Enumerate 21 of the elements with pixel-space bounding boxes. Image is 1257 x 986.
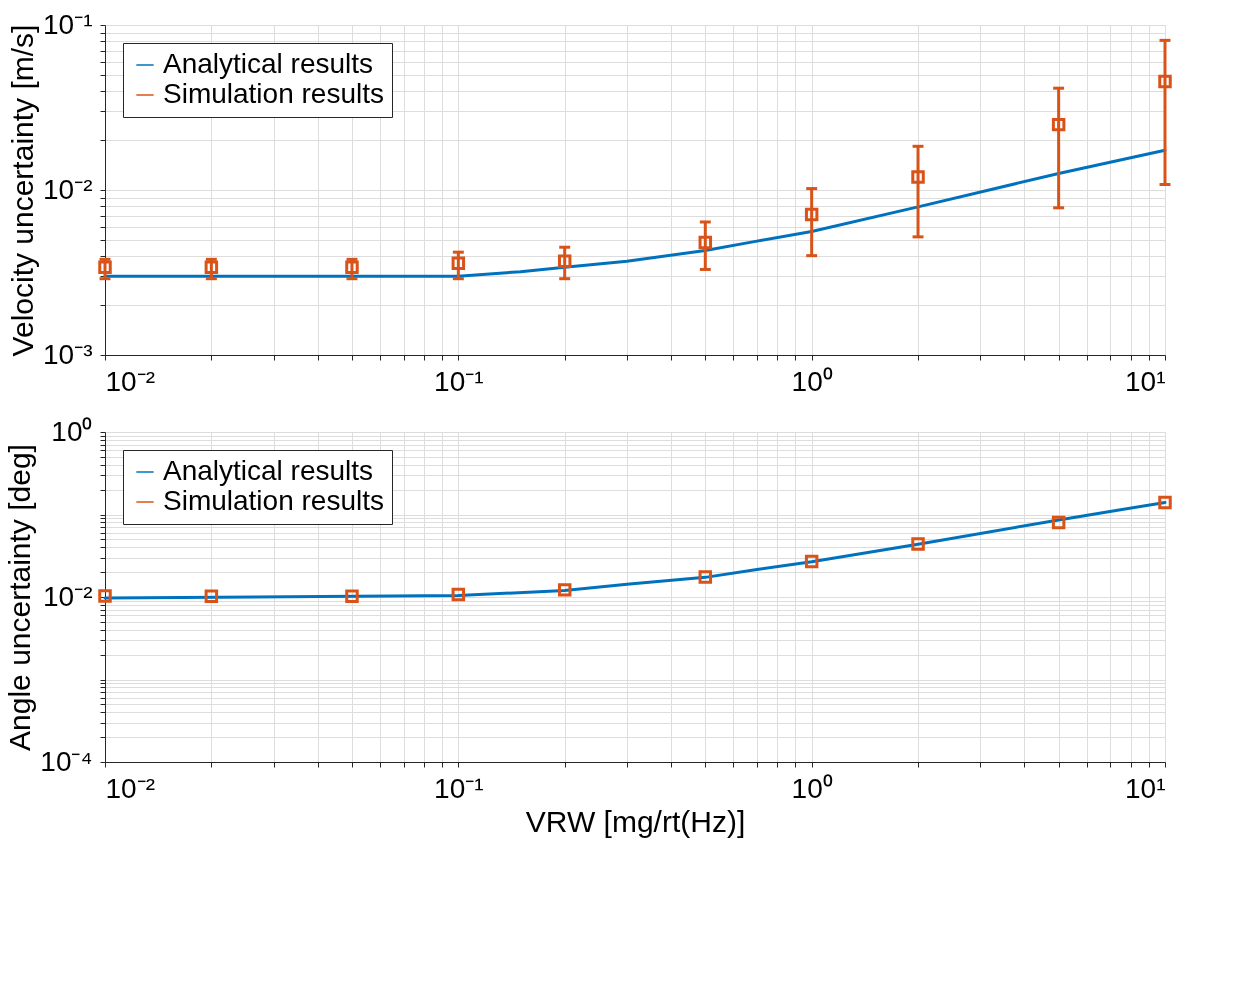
legend-label: Simulation results: [163, 485, 384, 516]
y-tick-label: 10⁻²: [43, 580, 93, 612]
x-tick-label: 10⁻¹: [434, 772, 484, 804]
x-tick-label: 10⁻¹: [434, 365, 484, 397]
x-tick-label: 10⁻²: [105, 365, 155, 397]
y-tick-label: 10⁻³: [43, 338, 93, 370]
y-tick-label: 10⁻²: [43, 173, 93, 205]
x-axis-title: VRW [mg/rt(Hz)]: [525, 804, 746, 838]
y-tick-label: 10⁻⁴: [40, 745, 93, 777]
y-tick-label: 10⁰: [51, 415, 93, 447]
legend-label: Analytical results: [163, 455, 374, 486]
legend-label: Simulation results: [163, 78, 384, 109]
y-axis-title: Velocity uncertainty [m/s]: [6, 24, 40, 357]
x-tick-label: 10⁻²: [105, 772, 155, 804]
x-tick-label: 10⁰: [791, 772, 833, 804]
y-axis-title: Angle uncertainty [deg]: [3, 444, 37, 751]
x-tick-label: 10¹: [1125, 365, 1166, 397]
y-tick-label: 10⁻¹: [43, 8, 93, 40]
legend-label: Analytical results: [163, 48, 374, 79]
x-tick-label: 10¹: [1125, 772, 1166, 804]
x-tick-label: 10⁰: [791, 365, 833, 397]
